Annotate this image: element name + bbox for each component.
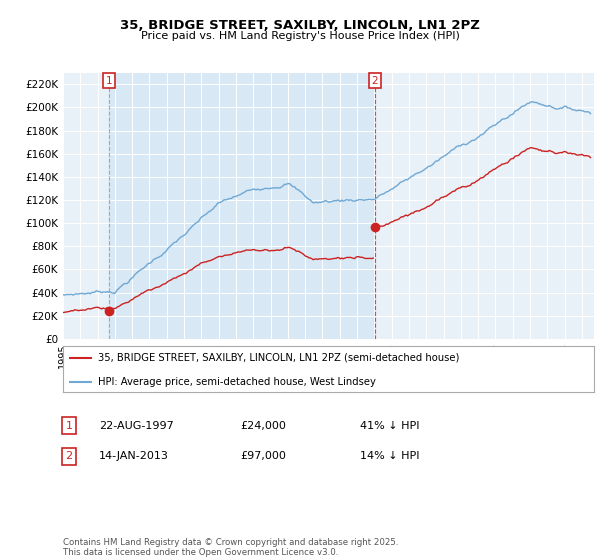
Text: 2: 2 — [372, 76, 379, 86]
Text: 35, BRIDGE STREET, SAXILBY, LINCOLN, LN1 2PZ (semi-detached house): 35, BRIDGE STREET, SAXILBY, LINCOLN, LN1… — [98, 353, 459, 362]
Bar — [109, 73, 375, 339]
Text: 2: 2 — [65, 451, 73, 461]
Text: £97,000: £97,000 — [240, 451, 286, 461]
Text: 1: 1 — [106, 76, 112, 86]
Text: Contains HM Land Registry data © Crown copyright and database right 2025.
This d: Contains HM Land Registry data © Crown c… — [63, 538, 398, 557]
Text: 14% ↓ HPI: 14% ↓ HPI — [360, 451, 419, 461]
Text: 35, BRIDGE STREET, SAXILBY, LINCOLN, LN1 2PZ: 35, BRIDGE STREET, SAXILBY, LINCOLN, LN1… — [120, 18, 480, 32]
Text: 41% ↓ HPI: 41% ↓ HPI — [360, 421, 419, 431]
Text: 14-JAN-2013: 14-JAN-2013 — [99, 451, 169, 461]
Text: 1: 1 — [65, 421, 73, 431]
Text: £24,000: £24,000 — [240, 421, 286, 431]
Text: 22-AUG-1997: 22-AUG-1997 — [99, 421, 174, 431]
Text: HPI: Average price, semi-detached house, West Lindsey: HPI: Average price, semi-detached house,… — [98, 377, 376, 387]
Text: Price paid vs. HM Land Registry's House Price Index (HPI): Price paid vs. HM Land Registry's House … — [140, 31, 460, 41]
